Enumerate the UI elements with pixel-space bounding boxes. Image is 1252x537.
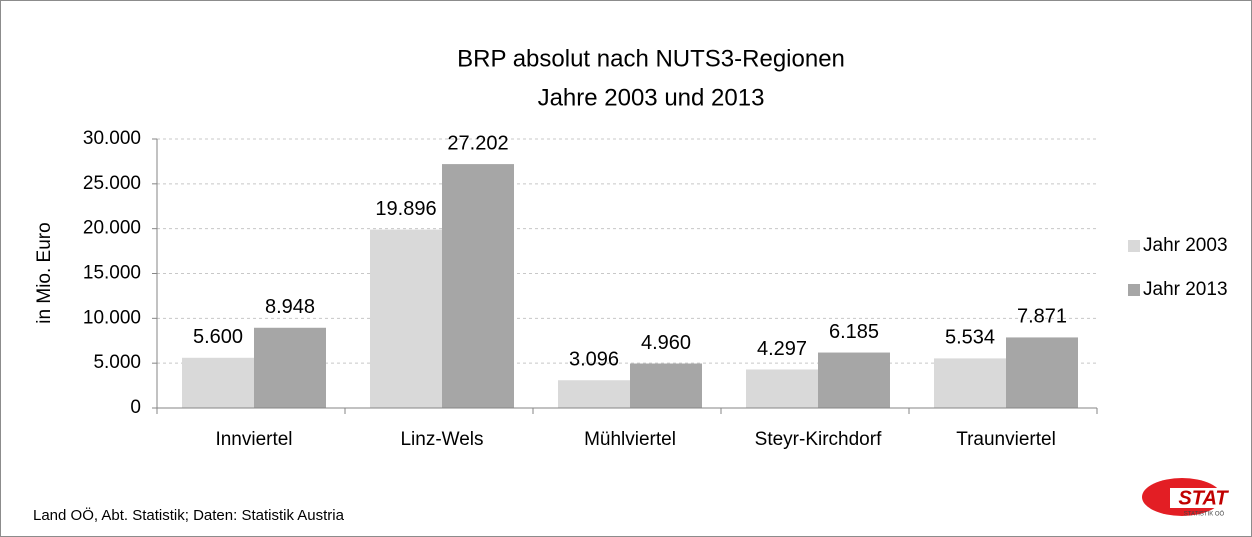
bar <box>182 357 254 408</box>
legend-swatch <box>1128 284 1140 296</box>
bar <box>934 358 1006 408</box>
value-label: 3.096 <box>569 349 619 371</box>
logo-subtext: STATISTIK OÖ <box>1184 511 1225 518</box>
y-tick-label: 15.000 <box>83 263 141 284</box>
x-tick-label: Steyr-Kirchdorf <box>755 429 882 450</box>
value-label: 5.534 <box>945 327 995 349</box>
x-tick-label: Innviertel <box>215 429 292 450</box>
logo-text: STAT <box>1178 487 1229 509</box>
bar <box>442 164 514 408</box>
bar <box>630 363 702 408</box>
y-axis-label: in Mio. Euro <box>34 222 55 323</box>
logo-box <box>1170 488 1232 508</box>
legend-label: Jahr 2013 <box>1143 279 1228 300</box>
value-label: 8.948 <box>265 296 315 318</box>
value-label: 19.896 <box>375 198 436 220</box>
bar <box>746 369 818 408</box>
y-tick-label: 20.000 <box>83 218 141 239</box>
source: Land OÖ, Abt. Statistik; Daten: Statisti… <box>33 506 345 524</box>
bar <box>558 380 630 408</box>
y-tick-label: 5.000 <box>93 352 141 373</box>
bar <box>254 327 326 408</box>
value-label: 5.600 <box>193 326 243 348</box>
x-tick-label: Traunviertel <box>956 429 1056 450</box>
x-tick-label: Linz-Wels <box>400 429 483 450</box>
y-tick-label: 0 <box>130 397 141 418</box>
chart-title: BRP absolut nach NUTS3-Regionen <box>457 45 845 72</box>
y-tick-label: 25.000 <box>83 173 141 194</box>
value-label: 27.202 <box>447 132 508 154</box>
value-label: 7.871 <box>1017 306 1067 328</box>
bar <box>818 352 890 408</box>
bar <box>1006 337 1078 408</box>
chart-subtitle: Jahre 2003 und 2013 <box>538 84 765 111</box>
value-label: 4.960 <box>641 332 691 354</box>
y-tick-label: 10.000 <box>83 307 141 328</box>
legend-swatch <box>1128 240 1140 252</box>
y-tick-label: 30.000 <box>83 128 141 149</box>
value-label: 6.185 <box>829 321 879 343</box>
legend-label: Jahr 2003 <box>1143 235 1228 256</box>
bar <box>370 229 442 408</box>
value-label: 4.297 <box>757 338 807 360</box>
x-tick-label: Mühlviertel <box>584 429 676 450</box>
logo: STAT STATISTIK OÖ <box>1142 478 1232 518</box>
